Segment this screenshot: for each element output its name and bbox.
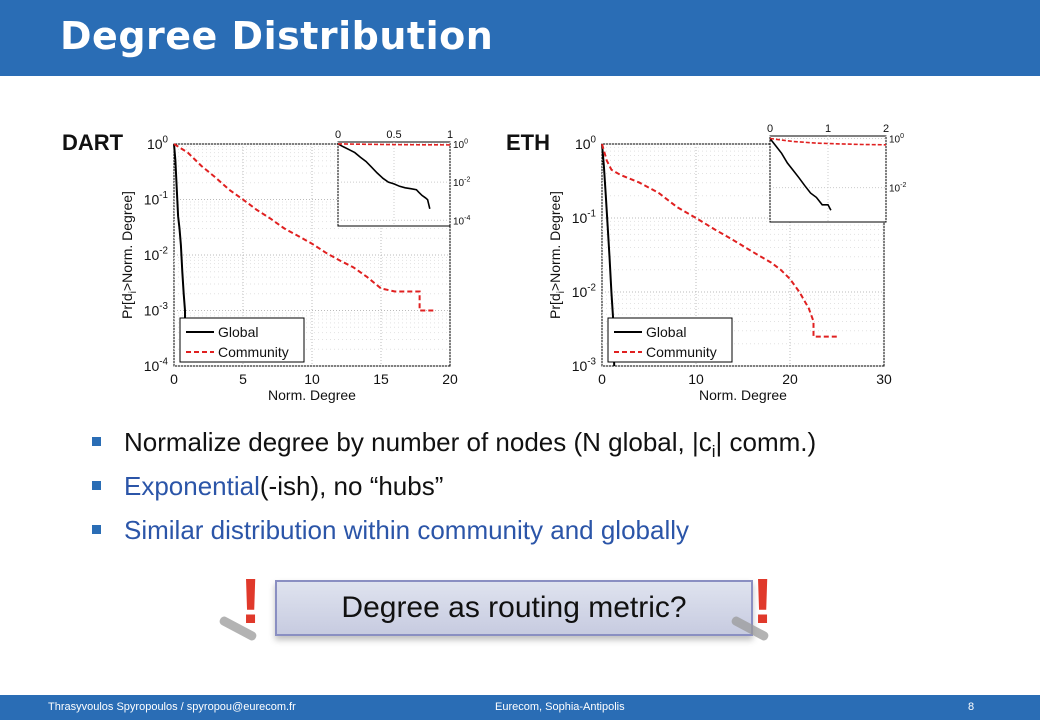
x-tick-label: 0	[598, 371, 606, 387]
bullet-segment: i	[711, 442, 716, 462]
bullet-marker	[92, 525, 101, 534]
x-tick-label: 10	[688, 371, 704, 387]
legend-box	[607, 317, 733, 363]
inset-series-line-global	[337, 143, 431, 209]
series-line-community	[601, 143, 837, 338]
bullet-segment: Normalize degree by number of nodes (N g…	[124, 427, 712, 457]
bullet-item: Normalize degree by number of nodes (N g…	[92, 420, 1022, 464]
inset-x-tick-label: 1	[447, 129, 453, 141]
legend-label: Global	[218, 324, 258, 340]
series-line-community	[173, 143, 437, 312]
y-tick-label: 100	[575, 135, 597, 152]
routing-question-callout: Degree as routing metric?	[275, 580, 753, 636]
x-tick-label: 20	[442, 371, 458, 387]
inset-series-line-community	[337, 143, 451, 146]
y-axis-label: Pr[di>Norm. Degree]	[119, 191, 139, 319]
x-tick-label: 15	[373, 371, 389, 387]
inset-x-tick-label: 0	[767, 123, 773, 135]
footer-author: Thrasyvoulos Spyropoulos / spyropou@eure…	[48, 701, 296, 713]
plot-label-eth: ETH	[506, 130, 550, 155]
inset-x-tick-label: 1	[825, 123, 831, 135]
inset-y-tick-label: 10-2	[453, 177, 470, 190]
page-number: 8	[968, 701, 975, 713]
inset-series-line-community	[769, 137, 887, 146]
inset-y-tick-label: 100	[889, 133, 904, 146]
exclamation-right-icon: !	[752, 565, 774, 637]
y-tick-label: 10-4	[144, 357, 169, 374]
bullet-text: Similar distribution within community an…	[124, 508, 689, 552]
bullet-segment: Exponential	[124, 471, 260, 501]
inset-x-tick-label: 0.5	[386, 129, 401, 141]
slide-title: Degree Distribution	[60, 14, 494, 58]
y-tick-label: 10-1	[572, 209, 596, 226]
bullet-segment: Similar distribution within community an…	[124, 515, 690, 545]
y-tick-label: 10-3	[144, 301, 169, 318]
bullet-item: Similar distribution within community an…	[92, 508, 1022, 552]
y-tick-label: 100	[147, 135, 169, 152]
inset-y-tick-label: 10-2	[889, 182, 906, 195]
legend-label: Global	[646, 324, 686, 340]
x-axis-label: Norm. Degree	[699, 387, 787, 403]
title-bar	[0, 0, 1040, 76]
series-line-global	[601, 143, 616, 367]
inset-y-tick-label: 100	[453, 138, 468, 151]
x-tick-label: 5	[239, 371, 247, 387]
x-tick-label: 10	[304, 371, 320, 387]
y-tick-label: 10-2	[572, 283, 596, 300]
inset-x-tick-label: 2	[883, 123, 889, 135]
inset-series-line-global	[769, 138, 832, 211]
y-tick-label: 10-1	[144, 190, 168, 207]
inset-y-tick-label: 10-4	[453, 215, 470, 228]
bullet-item: Exponential(-ish), no “hubs”	[92, 464, 1022, 508]
series-line-global	[173, 143, 186, 323]
x-tick-label: 20	[782, 371, 798, 387]
plot-label-dart: DART	[62, 130, 124, 155]
bullet-marker	[92, 481, 101, 490]
x-axis-label: Norm. Degree	[268, 387, 356, 403]
bullet-segment: | comm.)	[715, 427, 817, 457]
x-tick-label: 0	[170, 371, 178, 387]
bullet-text: Normalize degree by number of nodes (N g…	[124, 420, 816, 474]
exclamation-left-icon: !	[240, 565, 262, 637]
y-axis-label: Pr[di>Norm. Degree]	[547, 191, 567, 319]
footer-institution: Eurecom, Sophia-Antipolis	[495, 701, 625, 713]
bullet-text: Exponential(-ish), no “hubs”	[124, 464, 443, 508]
x-tick-label: 30	[876, 371, 892, 387]
legend-label: Community	[646, 344, 717, 360]
bullet-list: Normalize degree by number of nodes (N g…	[92, 420, 1022, 552]
y-tick-label: 10-2	[144, 246, 168, 263]
footer-bar: Thrasyvoulos Spyropoulos / spyropou@eure…	[0, 695, 1040, 720]
y-tick-label: 10-3	[572, 357, 597, 374]
bullet-segment: (-ish), no “hubs”	[259, 471, 444, 501]
inset-x-tick-label: 0	[335, 129, 341, 141]
legend-label: Community	[218, 344, 289, 360]
legend-box	[179, 317, 305, 363]
bullet-marker	[92, 437, 101, 446]
